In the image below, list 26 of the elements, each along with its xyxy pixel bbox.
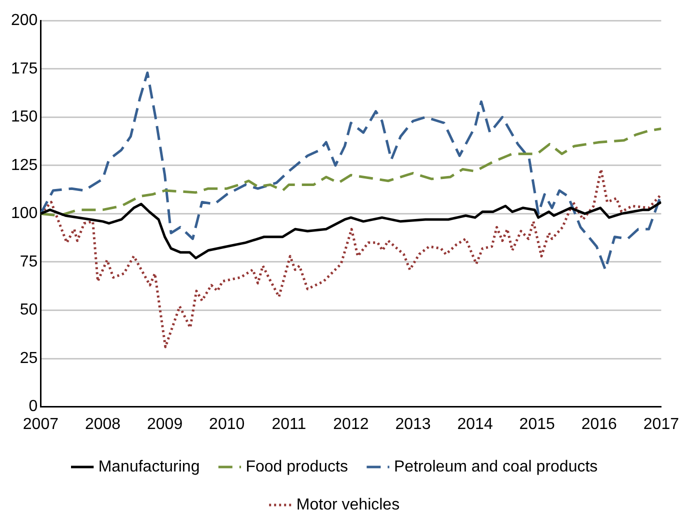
x-tick-label: 2010: [209, 416, 245, 433]
x-tick-label: 2011: [272, 416, 306, 433]
line-series: [40, 71, 662, 271]
legend-label: Food products: [246, 458, 348, 476]
y-tick-label: 125: [10, 156, 38, 174]
x-tick-label: 2016: [581, 416, 618, 433]
x-tick-label: 2017: [643, 416, 680, 433]
legend-label: Petroleum and coal products: [394, 458, 598, 476]
line-series: [40, 127, 662, 217]
x-tick-label: 2007: [22, 416, 59, 433]
x-tick-label: 2009: [147, 416, 183, 433]
y-tick-label: 0: [28, 398, 38, 416]
x-tick-label: 2014: [457, 416, 493, 433]
y-tick-label: 25: [20, 350, 38, 367]
x-tick-label: 2008: [84, 416, 121, 433]
x-tick-label: 2015: [519, 416, 555, 433]
y-tick-label: 100: [10, 205, 38, 222]
y-tick-label: 50: [20, 302, 38, 319]
x-tick-label: 2013: [395, 416, 431, 433]
legend-label: Motor vehicles: [296, 496, 400, 514]
y-tick-label: 200: [10, 12, 38, 30]
x-tick-label: 2012: [333, 416, 369, 433]
y-tick-label: 75: [20, 253, 38, 270]
y-tick-label: 150: [10, 108, 38, 126]
y-tick-label: 175: [10, 60, 38, 78]
legend-label: Manufacturing: [98, 458, 200, 476]
